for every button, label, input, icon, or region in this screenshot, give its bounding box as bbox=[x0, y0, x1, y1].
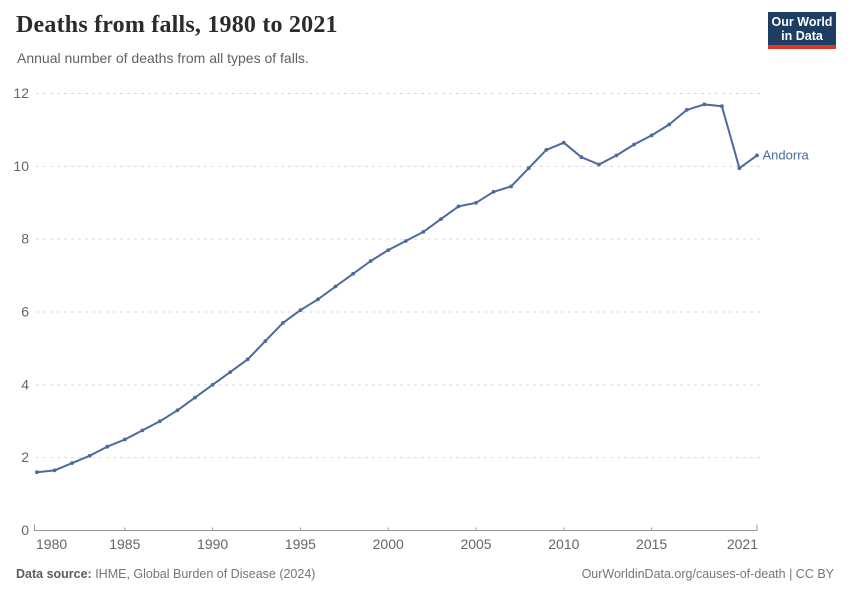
data-point-2015 bbox=[649, 133, 654, 138]
owid-logo-line1: Our World bbox=[771, 14, 833, 29]
data-point-2006 bbox=[491, 189, 496, 194]
y-tick-label-8: 8 bbox=[21, 231, 29, 247]
data-point-2003 bbox=[439, 217, 443, 222]
data-point-2016 bbox=[667, 122, 672, 127]
data-point-2000 bbox=[386, 248, 391, 253]
chart-subtitle: Annual number of deaths from all types o… bbox=[17, 50, 309, 66]
data-point-2001 bbox=[403, 239, 408, 243]
data-point-1991 bbox=[228, 370, 233, 374]
data-point-2004 bbox=[456, 204, 461, 209]
attribution-link[interactable]: OurWorldinData.org/causes-of-death | CC … bbox=[581, 567, 834, 581]
data-point-1999 bbox=[368, 259, 373, 263]
owid-logo-line2: in Data bbox=[781, 28, 823, 43]
data-point-2018 bbox=[702, 102, 707, 107]
x-tick-label-2005: 2005 bbox=[460, 536, 491, 552]
data-point-2019 bbox=[720, 104, 724, 109]
data-point-1996 bbox=[316, 297, 320, 302]
data-point-1989 bbox=[193, 395, 197, 400]
data-point-2021 bbox=[755, 153, 759, 158]
data-point-1998 bbox=[351, 271, 355, 276]
data-source: Data source: IHME, Global Burden of Dise… bbox=[16, 567, 315, 581]
series-end-label[interactable]: Andorra bbox=[763, 147, 810, 162]
y-tick-label-2: 2 bbox=[21, 449, 29, 465]
data-point-2010 bbox=[561, 140, 566, 145]
data-point-1993 bbox=[263, 339, 268, 343]
data-point-1980 bbox=[35, 470, 39, 475]
data-point-2012 bbox=[597, 162, 601, 167]
page-title: Deaths from falls, 1980 to 2021 bbox=[16, 12, 338, 38]
data-source-label: Data source: bbox=[16, 567, 92, 581]
x-tick-label-2021: 2021 bbox=[727, 536, 758, 552]
x-tick-label-2010: 2010 bbox=[548, 536, 579, 552]
x-tick-label-2000: 2000 bbox=[373, 536, 404, 552]
data-point-2020 bbox=[737, 166, 742, 171]
data-point-1992 bbox=[245, 357, 250, 362]
y-tick-label-0: 0 bbox=[21, 522, 29, 538]
data-point-1987 bbox=[158, 419, 162, 424]
data-point-1982 bbox=[70, 461, 74, 465]
data-point-1995 bbox=[298, 308, 303, 313]
data-point-1983 bbox=[87, 453, 92, 458]
data-point-1997 bbox=[333, 284, 338, 289]
data-point-2007 bbox=[509, 184, 513, 189]
data-point-1988 bbox=[175, 408, 180, 413]
data-point-2008 bbox=[526, 166, 531, 171]
data-point-2009 bbox=[544, 148, 549, 152]
y-tick-label-4: 4 bbox=[21, 376, 29, 392]
data-point-1990 bbox=[210, 382, 215, 387]
data-point-1985 bbox=[122, 437, 127, 442]
x-tick-label-2015: 2015 bbox=[636, 536, 667, 552]
data-point-2005 bbox=[474, 200, 478, 205]
owid-logo[interactable]: Our World in Data bbox=[768, 12, 836, 49]
data-point-2013 bbox=[614, 153, 619, 158]
data-point-1984 bbox=[105, 444, 110, 449]
x-tick-label-1980: 1980 bbox=[36, 536, 67, 552]
y-tick-label-10: 10 bbox=[13, 158, 29, 174]
x-tick-label-1995: 1995 bbox=[285, 536, 316, 552]
data-point-2014 bbox=[632, 142, 636, 147]
y-tick-label-6: 6 bbox=[21, 304, 29, 320]
x-tick-label-1990: 1990 bbox=[197, 536, 228, 552]
data-point-2011 bbox=[579, 155, 584, 160]
data-point-2002 bbox=[421, 230, 426, 234]
data-point-2017 bbox=[684, 108, 689, 112]
series-line-andorra bbox=[36, 103, 758, 474]
x-tick-label-1985: 1985 bbox=[109, 536, 140, 552]
y-tick-label-12: 12 bbox=[13, 85, 29, 101]
data-source-value: IHME, Global Burden of Disease (2024) bbox=[91, 567, 316, 581]
data-point-1994 bbox=[281, 321, 285, 325]
data-point-1986 bbox=[140, 428, 145, 433]
data-point-1981 bbox=[52, 468, 57, 473]
